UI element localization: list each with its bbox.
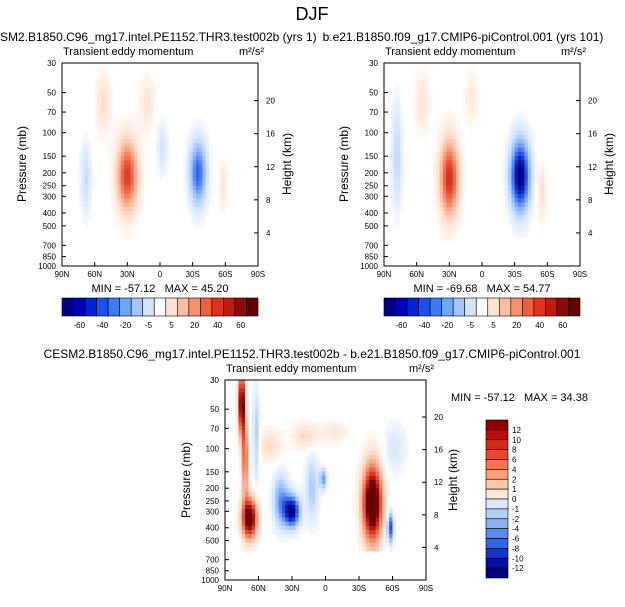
colorbar-swatch — [120, 298, 132, 316]
colorbar-label: 60 — [236, 321, 245, 330]
colorbar-label: -20 — [120, 321, 132, 330]
figure-title: DJF — [296, 4, 329, 24]
colorbar-swatch — [74, 298, 86, 316]
colorbar-label: -5 — [145, 321, 153, 330]
x-tick-label: 90S — [251, 270, 265, 279]
y2-tick-label: 16 — [266, 130, 275, 139]
y2-tick-label: 4 — [266, 229, 271, 238]
colorbar-swatch — [235, 298, 247, 316]
y2-tick-label: 12 — [266, 163, 275, 172]
colorbar-swatch — [97, 298, 109, 316]
units-label: m²/s² — [561, 46, 586, 58]
colorbar-label: 40 — [213, 321, 222, 330]
y-tick-label: 400 — [43, 209, 57, 218]
y-tick-label: 250 — [43, 182, 57, 191]
x-tick-label: 60N — [87, 270, 102, 279]
x-tick-label: 90N — [55, 270, 70, 279]
min-max-stats: MIN = -57.12 MAX = 45.20 — [92, 283, 229, 295]
colorbar-swatch — [143, 298, 155, 316]
colorbar-swatch — [166, 298, 178, 316]
colorbar-label: 5 — [169, 321, 174, 330]
colorbar-label: -60 — [74, 321, 86, 330]
y-tick-label: 150 — [43, 152, 57, 161]
x-tick-label: 30S — [186, 270, 200, 279]
y-tick-label: 500 — [43, 222, 57, 231]
heatmap — [384, 63, 581, 245]
colorbar-swatch — [200, 298, 212, 316]
colorbar-swatch — [62, 298, 74, 316]
x-tick-label: 0 — [158, 270, 163, 279]
x-tick-label: 60S — [218, 270, 232, 279]
y-tick-label: 30 — [47, 59, 56, 68]
colorbar-swatch — [154, 298, 166, 316]
panel-subtitle: Transient eddy momentum — [385, 46, 515, 58]
y2-tick-label: 8 — [266, 196, 271, 205]
units-label: m²/s² — [239, 46, 264, 58]
y-tick-label: 700 — [43, 241, 57, 250]
y-tick-label: 850 — [43, 253, 57, 262]
colorbar-label: -40 — [97, 321, 109, 330]
y-tick-label: 70 — [47, 108, 56, 117]
colorbar-label: 20 — [190, 321, 199, 330]
colorbar-swatch — [246, 298, 258, 316]
colorbar-swatch — [131, 298, 143, 316]
panel-title: CESM2.B1850.C96_mg17.intel.PE1152.THR3.t… — [0, 30, 317, 44]
x-tick-label: 30N — [120, 270, 135, 279]
heatmap-cell — [144, 241, 148, 246]
panel-subtitle: Transient eddy momentum — [63, 46, 193, 58]
colorbar-swatch — [223, 298, 235, 316]
y2-axis-title: Height (km) — [280, 133, 294, 195]
panel-picontrol-run: b.e21.B1850.f09_g17.CMIP6-piControl.001 … — [323, 30, 616, 330]
y-axis-title: Pressure (mb) — [15, 126, 29, 202]
colorbar: -60 -40 -20 -5 5 20 40 60 — [62, 298, 258, 330]
y-tick-label: 200 — [43, 169, 57, 178]
panel-title: b.e21.B1850.f09_g17.CMIP6-piControl.001 … — [323, 30, 604, 44]
colorbar-swatch — [85, 298, 97, 316]
colorbar-swatch — [177, 298, 189, 316]
y-tick-label: 100 — [43, 129, 57, 138]
colorbar-swatch — [212, 298, 224, 316]
y2-tick-label: 20 — [266, 97, 275, 106]
heatmap-cell — [153, 236, 157, 241]
y-tick-label: 1000 — [38, 262, 56, 271]
heatmap — [62, 63, 259, 245]
colorbar-swatch — [189, 298, 201, 316]
colorbar-swatch — [108, 298, 120, 316]
y-tick-label: 300 — [43, 192, 57, 201]
y-tick-label: 50 — [47, 89, 56, 98]
panel-control-run: CESM2.B1850.C96_mg17.intel.PE1152.THR3.t… — [0, 30, 317, 330]
